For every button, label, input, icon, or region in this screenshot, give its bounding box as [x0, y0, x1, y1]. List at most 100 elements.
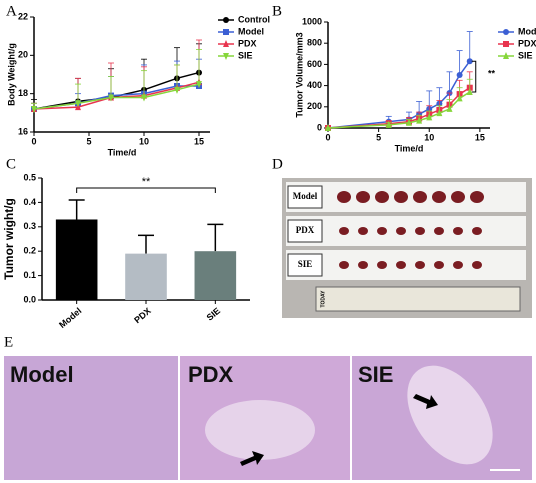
photo-d	[282, 178, 532, 318]
marker	[75, 100, 81, 108]
tumor	[337, 191, 351, 203]
legend-marker	[223, 17, 229, 23]
necrosis-area	[205, 400, 315, 460]
y-tick-label: 800	[307, 38, 322, 48]
arrow	[413, 394, 438, 409]
tumor	[413, 191, 427, 203]
y-tick-label: 0.1	[23, 270, 36, 280]
marker	[466, 87, 473, 95]
y-axis-label: Tumor wight/g	[2, 198, 16, 280]
marker	[385, 120, 392, 128]
y-axis-label: Tumor Volume/mm3	[294, 32, 304, 117]
x-axis-label: Time/d	[395, 143, 424, 153]
label-box	[287, 219, 323, 243]
series-line	[33, 83, 200, 110]
tumor	[396, 227, 406, 235]
tumor	[358, 227, 368, 235]
x-tick-label: 10	[424, 132, 434, 142]
y-tick-label: 0.3	[23, 221, 36, 231]
tumor	[472, 261, 482, 269]
tumor	[470, 191, 484, 203]
x-tick-label: PDX	[132, 306, 153, 326]
marker	[446, 104, 453, 112]
panel-label: C	[6, 156, 16, 172]
legend-label: SIE	[238, 50, 253, 60]
marker	[406, 118, 412, 126]
y-tick-label: 0.2	[23, 246, 36, 256]
image-label: SIE	[358, 362, 393, 387]
image-label: PDX	[188, 362, 234, 387]
row-label: PDX	[296, 225, 315, 235]
y-tick-label: 18	[18, 88, 28, 98]
tumor	[472, 227, 482, 235]
x-tick-label: 0	[325, 132, 330, 142]
marker	[325, 124, 331, 131]
row-label: Model	[293, 191, 318, 201]
marker	[466, 58, 473, 65]
marker	[426, 113, 433, 121]
annotation: **	[488, 68, 496, 78]
series-line	[33, 71, 200, 110]
tumor	[339, 227, 349, 235]
tumor	[377, 227, 387, 235]
y-tick-label: 0.5	[23, 172, 36, 182]
marker	[436, 109, 443, 117]
marker	[108, 94, 114, 102]
series-line	[33, 81, 200, 110]
marker	[196, 81, 202, 89]
y-tick-label: 0	[317, 122, 322, 132]
tumor	[377, 261, 387, 269]
legend-marker	[223, 53, 229, 60]
legend-marker	[223, 29, 229, 35]
bar	[194, 251, 237, 300]
legend-label: PDX	[238, 38, 257, 48]
legend-label: Model	[238, 26, 264, 36]
x-tick-label: 15	[475, 132, 485, 142]
marker	[416, 116, 423, 124]
y-axis-label: Body Weight/g	[6, 43, 16, 106]
panel-label: A	[6, 3, 17, 19]
row-label: SIE	[298, 259, 313, 269]
tumor	[453, 261, 463, 269]
label-box	[287, 253, 323, 277]
tumor	[451, 191, 465, 203]
marker	[456, 94, 463, 102]
x-tick-label: 10	[139, 136, 149, 146]
legend-marker	[503, 52, 509, 59]
x-tick-label: 5	[376, 132, 381, 142]
marker	[456, 72, 463, 78]
annotation: **	[142, 176, 151, 188]
bar	[55, 219, 98, 300]
tumor	[415, 261, 425, 269]
x-axis-label: Time/d	[108, 147, 137, 157]
significance-bracket	[471, 60, 477, 93]
legend-marker	[503, 41, 509, 47]
panel-label: B	[272, 3, 282, 19]
x-tick-label: 5	[86, 136, 91, 146]
legend-label: Model	[518, 26, 536, 36]
tumor	[453, 227, 463, 235]
x-tick-label: Model	[57, 306, 83, 330]
y-tick-label: 600	[307, 59, 322, 69]
panel-label: E	[4, 334, 13, 350]
tumor	[356, 191, 370, 203]
tumor	[396, 261, 406, 269]
x-tick-label: 0	[31, 136, 36, 146]
y-tick-label: 0.4	[23, 197, 36, 207]
arrow	[240, 451, 264, 466]
marker	[174, 86, 180, 94]
legend-label: PDX	[518, 38, 536, 48]
legend-label: Control	[238, 14, 270, 24]
y-tick-label: 400	[307, 80, 322, 90]
significance-bracket	[76, 187, 216, 193]
tumor	[358, 261, 368, 269]
y-tick-label: 0.0	[23, 294, 36, 304]
marker	[141, 94, 147, 102]
image-label: Model	[10, 362, 74, 387]
ruler	[315, 286, 521, 312]
tumor	[415, 227, 425, 235]
tumor	[434, 261, 444, 269]
tumor	[394, 191, 408, 203]
necrosis-area	[407, 365, 493, 465]
